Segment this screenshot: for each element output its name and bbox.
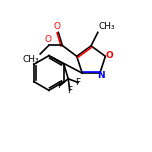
Text: N: N bbox=[98, 71, 105, 80]
Text: F: F bbox=[67, 86, 72, 95]
Text: CH₃: CH₃ bbox=[22, 55, 39, 64]
Text: F: F bbox=[57, 81, 62, 90]
Text: O: O bbox=[105, 51, 113, 60]
Text: O: O bbox=[53, 22, 60, 31]
Text: CH₃: CH₃ bbox=[98, 22, 115, 31]
Text: O: O bbox=[44, 35, 51, 44]
Text: F: F bbox=[75, 78, 81, 87]
